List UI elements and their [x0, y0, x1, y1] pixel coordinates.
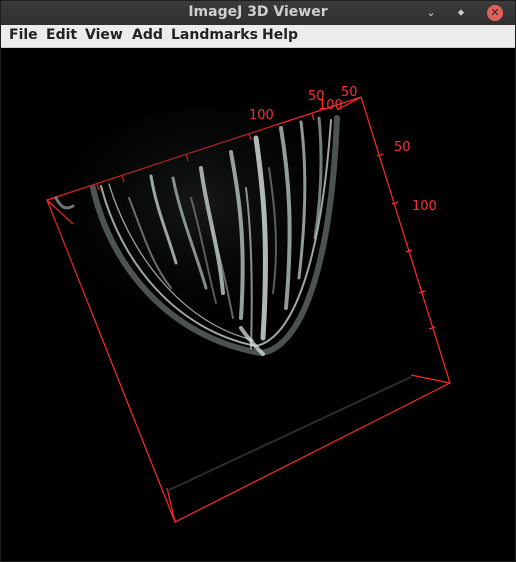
axis-label-top-50-b: 50 [341, 85, 358, 100]
window-title: ImageJ 3D Viewer [188, 4, 328, 20]
axis-label-right-50: 50 [394, 140, 411, 155]
menu-view[interactable]: View [85, 27, 123, 43]
menu-file[interactable]: File [9, 27, 38, 43]
menu-help[interactable]: Help [262, 27, 299, 43]
menu-add[interactable]: Add [132, 27, 163, 43]
3d-scene: 100 50 50 100 50 100 [46, 85, 451, 523]
volume-floor-edges [166, 376, 412, 492]
axis-label-right-100: 100 [412, 199, 437, 214]
close-icon[interactable]: ✕ [487, 5, 503, 21]
axis-label-top-50-a: 50 [308, 89, 325, 104]
axis-label-top-100-b: 100 [318, 98, 343, 113]
right-axis-ticks [376, 153, 436, 330]
menu-edit[interactable]: Edit [46, 27, 78, 43]
minimize-icon[interactable]: ⌄ [426, 6, 436, 19]
menu-bar: File Edit View Add Landmarks Help [1, 25, 515, 48]
title-bar[interactable]: ImageJ 3D Viewer ⌄ ⬥ ✕ [1, 1, 515, 25]
volume-rendering [51, 108, 351, 357]
maximize-icon[interactable]: ⬥ [457, 8, 465, 18]
3d-canvas[interactable]: 100 50 50 100 50 100 [1, 48, 515, 561]
menu-landmarks[interactable]: Landmarks [171, 27, 258, 43]
